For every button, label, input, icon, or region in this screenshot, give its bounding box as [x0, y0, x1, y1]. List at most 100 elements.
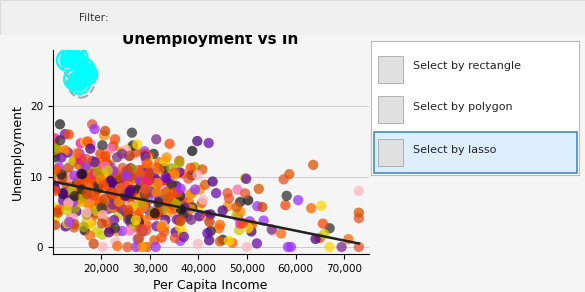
- Point: [73, 180, 82, 185]
- Point: [74, 163, 84, 168]
- Point: [354, 210, 363, 215]
- Point: [193, 241, 202, 246]
- Point: [80, 160, 89, 165]
- Point: [155, 181, 164, 185]
- Point: [186, 192, 195, 196]
- Point: [64, 165, 73, 170]
- Point: [152, 137, 161, 142]
- Point: [93, 184, 102, 189]
- Point: [140, 149, 149, 154]
- Point: [130, 152, 140, 157]
- Point: [78, 200, 87, 204]
- Point: [129, 176, 139, 181]
- Point: [63, 58, 72, 62]
- Point: [98, 213, 108, 218]
- Point: [105, 146, 115, 151]
- Point: [123, 245, 132, 249]
- Point: [85, 180, 94, 185]
- Point: [82, 212, 91, 217]
- Point: [160, 159, 170, 164]
- Point: [58, 148, 68, 153]
- Point: [75, 156, 85, 161]
- Point: [77, 186, 87, 191]
- Point: [52, 147, 61, 152]
- Point: [88, 122, 97, 127]
- Point: [164, 176, 173, 181]
- Point: [99, 171, 108, 176]
- Point: [62, 208, 71, 212]
- Point: [62, 189, 71, 194]
- Point: [99, 178, 108, 183]
- Point: [83, 189, 92, 193]
- Point: [84, 200, 93, 205]
- Point: [64, 197, 73, 201]
- Point: [281, 203, 290, 208]
- Point: [135, 236, 144, 240]
- Point: [54, 207, 64, 212]
- Point: [135, 172, 144, 177]
- Point: [138, 186, 147, 191]
- Point: [67, 188, 76, 193]
- Point: [315, 236, 325, 240]
- Y-axis label: Unemployment: Unemployment: [11, 104, 24, 200]
- Point: [83, 177, 92, 182]
- Point: [104, 174, 113, 179]
- Point: [176, 219, 185, 224]
- Point: [50, 150, 60, 155]
- Point: [50, 143, 60, 148]
- Point: [125, 146, 134, 151]
- Point: [138, 245, 147, 249]
- Point: [102, 160, 111, 164]
- Point: [126, 217, 135, 222]
- Point: [118, 207, 127, 211]
- Point: [125, 182, 134, 187]
- Point: [70, 173, 79, 178]
- Point: [228, 241, 237, 245]
- Point: [142, 245, 152, 249]
- Point: [115, 192, 125, 196]
- Point: [139, 167, 148, 172]
- Point: [98, 143, 107, 147]
- Point: [97, 176, 106, 180]
- Point: [170, 190, 180, 194]
- Point: [75, 151, 84, 156]
- Point: [140, 206, 149, 210]
- Point: [97, 207, 106, 212]
- Point: [198, 167, 207, 172]
- Point: [92, 177, 102, 182]
- Point: [81, 187, 90, 192]
- Point: [120, 194, 129, 198]
- Point: [128, 205, 137, 209]
- Point: [133, 142, 142, 147]
- Point: [105, 172, 114, 177]
- Point: [62, 191, 71, 196]
- Point: [157, 193, 167, 198]
- Point: [111, 191, 120, 196]
- Point: [141, 190, 150, 195]
- Point: [56, 138, 65, 143]
- Point: [143, 179, 152, 184]
- Point: [82, 188, 92, 193]
- Point: [214, 226, 223, 231]
- Point: [188, 149, 197, 153]
- Point: [128, 131, 137, 135]
- Point: [107, 180, 116, 185]
- Point: [64, 175, 74, 180]
- Point: [238, 221, 247, 225]
- Point: [204, 218, 214, 222]
- Point: [78, 187, 87, 192]
- Point: [106, 178, 115, 183]
- Point: [152, 213, 161, 218]
- Point: [58, 192, 67, 196]
- Point: [176, 239, 185, 243]
- Point: [85, 180, 95, 185]
- Point: [252, 241, 261, 246]
- Point: [85, 146, 95, 151]
- Point: [150, 211, 160, 215]
- Point: [61, 224, 70, 229]
- Point: [197, 201, 207, 205]
- Point: [75, 81, 84, 86]
- Point: [139, 205, 149, 210]
- Point: [286, 245, 295, 249]
- Point: [172, 217, 181, 222]
